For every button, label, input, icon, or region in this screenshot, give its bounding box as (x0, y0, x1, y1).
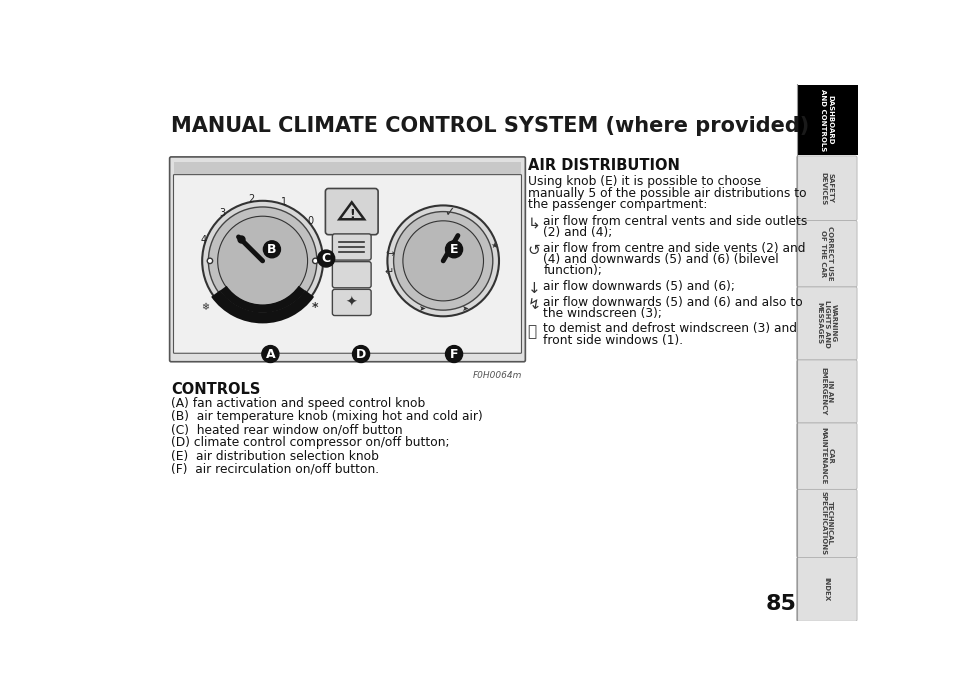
FancyBboxPatch shape (332, 234, 371, 260)
Text: (F)  air recirculation on/off button.: (F) air recirculation on/off button. (171, 463, 379, 475)
FancyBboxPatch shape (332, 262, 371, 288)
Text: !: ! (349, 208, 355, 221)
Text: 0: 0 (307, 216, 314, 225)
Text: C: C (321, 252, 331, 265)
Text: 85: 85 (765, 593, 796, 614)
Text: 1: 1 (281, 198, 287, 207)
Circle shape (353, 346, 369, 362)
Text: ↵: ↵ (384, 267, 394, 277)
Text: TECHNICAL
SPECIFICATIONS: TECHNICAL SPECIFICATIONS (820, 491, 833, 556)
Text: (C)  heated rear window on/off button: (C) heated rear window on/off button (171, 423, 402, 436)
Text: ↓: ↓ (527, 281, 539, 296)
Circle shape (207, 258, 213, 264)
Circle shape (217, 216, 307, 306)
Text: the passenger compartment:: the passenger compartment: (527, 198, 706, 211)
Circle shape (445, 346, 462, 362)
Text: D: D (355, 348, 366, 361)
Text: *: * (312, 301, 318, 313)
Text: IN AN
EMERGENCY: IN AN EMERGENCY (820, 367, 833, 415)
Text: MANUAL CLIMATE CONTROL SYSTEM (where provided): MANUAL CLIMATE CONTROL SYSTEM (where pro… (171, 116, 808, 136)
Circle shape (317, 250, 335, 267)
Text: ★: ★ (490, 241, 497, 250)
Text: 3: 3 (219, 208, 225, 218)
Text: Using knob (E) it is possible to choose: Using knob (E) it is possible to choose (527, 175, 760, 188)
Text: air flow downwards (5) and (6);: air flow downwards (5) and (6); (542, 280, 734, 292)
Circle shape (445, 241, 462, 258)
Text: ↳: ↳ (527, 216, 539, 231)
Text: ➤: ➤ (461, 304, 468, 313)
Text: INDEX: INDEX (823, 577, 829, 602)
Text: A: A (265, 348, 274, 361)
Circle shape (313, 258, 317, 264)
Circle shape (387, 205, 498, 316)
FancyBboxPatch shape (796, 287, 856, 360)
Text: DASHBOARD
AND CONTROLS: DASHBOARD AND CONTROLS (820, 89, 833, 151)
Text: (2) and (4);: (2) and (4); (542, 226, 612, 239)
Text: B: B (267, 243, 276, 255)
Circle shape (263, 241, 280, 258)
FancyBboxPatch shape (796, 221, 856, 287)
Text: ↪: ↪ (385, 248, 395, 258)
Text: (B)  air temperature knob (mixing hot and cold air): (B) air temperature knob (mixing hot and… (171, 410, 482, 423)
FancyBboxPatch shape (173, 174, 521, 353)
Text: CONTROLS: CONTROLS (171, 382, 260, 396)
Text: to demist and defrost windscreen (3) and: to demist and defrost windscreen (3) and (542, 322, 797, 336)
Text: ✦: ✦ (346, 295, 357, 309)
Text: AIR DISTRIBUTION: AIR DISTRIBUTION (527, 158, 679, 173)
FancyBboxPatch shape (796, 489, 856, 558)
Circle shape (202, 201, 323, 321)
Text: air flow from central vents and side outlets: air flow from central vents and side out… (542, 215, 806, 228)
Text: function);: function); (542, 264, 601, 277)
Text: ❄: ❄ (201, 302, 209, 312)
Text: the windscreen (3);: the windscreen (3); (542, 306, 661, 320)
Text: 2: 2 (249, 195, 254, 205)
Text: WARNING
LIGHTS AND
MESSAGES: WARNING LIGHTS AND MESSAGES (816, 299, 836, 348)
FancyBboxPatch shape (796, 360, 856, 423)
Text: CAR
MAINTENANCE: CAR MAINTENANCE (820, 427, 833, 485)
Text: SAFETY
DEVICES: SAFETY DEVICES (820, 172, 833, 205)
Text: (E)  air distribution selection knob: (E) air distribution selection knob (171, 450, 378, 463)
FancyBboxPatch shape (170, 157, 525, 362)
Text: ➤: ➤ (417, 304, 424, 313)
Text: (D) climate control compressor on/off button;: (D) climate control compressor on/off bu… (171, 436, 449, 450)
Text: ↺: ↺ (527, 243, 539, 258)
FancyBboxPatch shape (796, 558, 856, 621)
Text: air flow from centre and side vents (2) and: air flow from centre and side vents (2) … (542, 242, 805, 255)
Circle shape (394, 211, 493, 310)
Text: E: E (449, 243, 457, 255)
Text: CORRECT USE
OF THE CAR: CORRECT USE OF THE CAR (820, 226, 833, 281)
Text: manually 5 of the possible air distributions to: manually 5 of the possible air distribut… (527, 187, 805, 200)
Text: 4: 4 (200, 235, 207, 244)
Circle shape (261, 346, 278, 362)
FancyBboxPatch shape (796, 423, 856, 489)
Text: air flow downwards (5) and (6) and also to: air flow downwards (5) and (6) and also … (542, 295, 802, 309)
FancyBboxPatch shape (798, 84, 857, 155)
Bar (174, 161, 520, 174)
FancyBboxPatch shape (796, 156, 856, 221)
Text: ↯: ↯ (527, 297, 539, 312)
Circle shape (208, 207, 316, 315)
Text: (4) and downwards (5) and (6) (bilevel: (4) and downwards (5) and (6) (bilevel (542, 253, 778, 266)
FancyBboxPatch shape (325, 188, 377, 235)
Text: F0H0064m: F0H0064m (473, 371, 521, 380)
Text: F: F (449, 348, 457, 361)
Circle shape (402, 221, 483, 301)
Text: ⓒ: ⓒ (527, 324, 537, 339)
Text: ✓: ✓ (444, 207, 455, 220)
Text: (A) fan activation and speed control knob: (A) fan activation and speed control kno… (171, 397, 425, 410)
Text: front side windows (1).: front side windows (1). (542, 334, 682, 347)
FancyBboxPatch shape (332, 290, 371, 315)
